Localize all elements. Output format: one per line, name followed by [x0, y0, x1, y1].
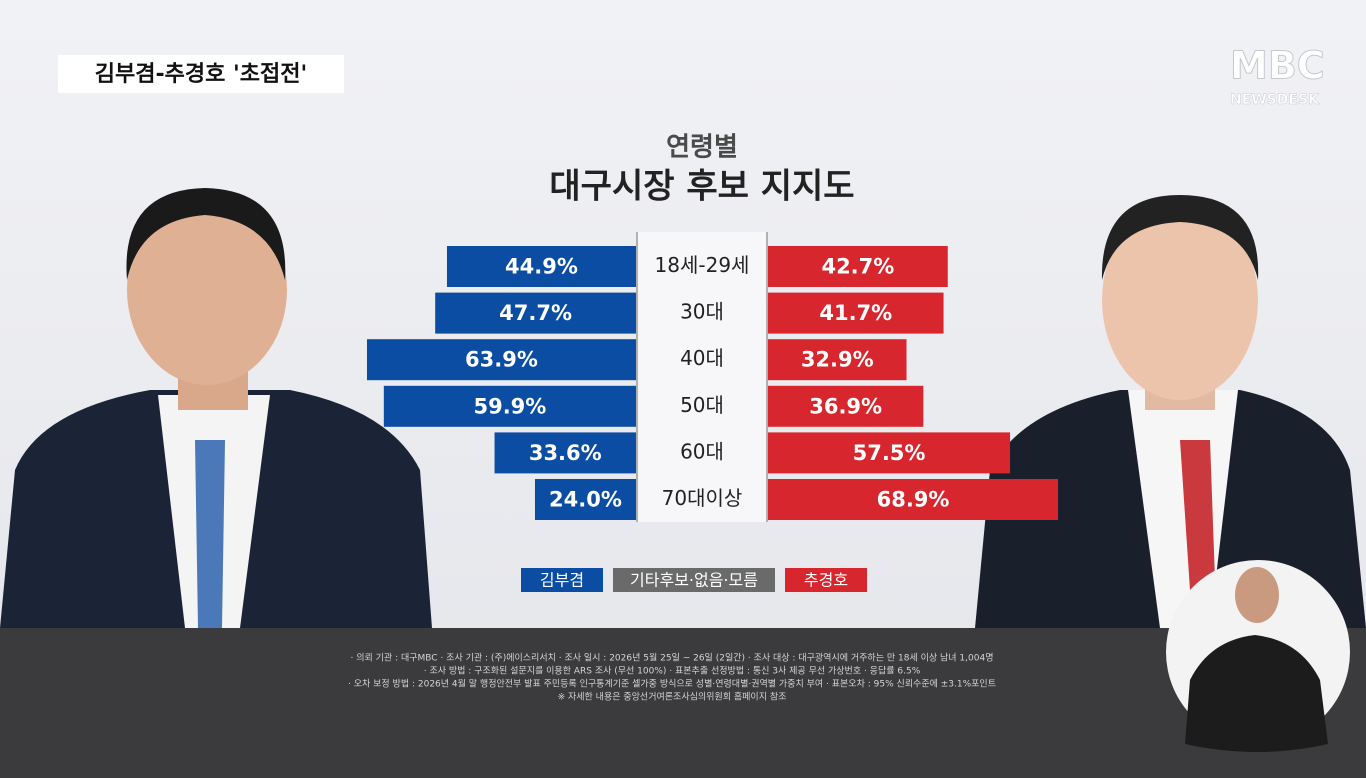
- value-label: 24.0%: [549, 488, 622, 512]
- value-label: 44.9%: [505, 255, 578, 279]
- bar: [435, 292, 636, 334]
- left-person-photo: [0, 188, 432, 628]
- bar: [768, 292, 944, 334]
- chart-subtitle: 대구시장 후보 지지도: [549, 167, 854, 207]
- legend-swatch: [613, 568, 775, 592]
- bar: [494, 432, 636, 474]
- category-label: 18세-29세: [655, 253, 750, 277]
- legend-label: 기타후보·없음·모름: [630, 571, 758, 590]
- category-column: [637, 232, 767, 522]
- bar: [768, 246, 948, 287]
- headline: 김부겸-추경호 '초접전': [95, 62, 307, 87]
- bar: [768, 432, 1011, 474]
- footnote-line: · 오차 보정 방법 : 2026년 4월 말 행정안전부 발표 주민등록 인구…: [348, 678, 996, 690]
- value-label: 33.6%: [529, 441, 602, 465]
- logo: MBC: [1230, 44, 1325, 88]
- bar: [768, 479, 1059, 520]
- footnote-line: ※ 자세한 내용은 중앙선거여론조사심의위원회 홈페이지 참조: [558, 691, 787, 703]
- footer-band: [0, 628, 1366, 778]
- legend-label: 추경호: [804, 571, 848, 590]
- category-label: 40대: [680, 346, 724, 370]
- value-label: 57.5%: [853, 441, 926, 465]
- value-label: 68.9%: [877, 488, 950, 512]
- legend-swatch: [785, 568, 867, 592]
- value-label: 41.7%: [819, 301, 892, 325]
- category-label: 30대: [680, 300, 724, 324]
- logo-sub: NEWSDESK: [1230, 92, 1320, 108]
- bar: [446, 246, 636, 287]
- bar: [768, 339, 907, 381]
- bar: [383, 385, 636, 427]
- legend-label: 김부겸: [540, 571, 584, 590]
- value-label: 36.9%: [809, 394, 882, 418]
- value-label: 59.9%: [473, 394, 546, 418]
- value-label: 63.9%: [465, 348, 538, 372]
- legend-swatch: [521, 568, 603, 592]
- sign-language-inset: [1166, 560, 1350, 752]
- category-label: 50대: [680, 393, 724, 417]
- value-label: 32.9%: [801, 348, 874, 372]
- bar: [366, 339, 636, 381]
- footnote-line: · 의뢰 기관 : 대구MBC · 조사 기관 : (주)에이스리서치 · 조사…: [351, 652, 994, 664]
- value-label: 42.7%: [821, 255, 894, 279]
- bar: [534, 479, 636, 520]
- chart-title: 연령별: [666, 133, 738, 163]
- bar: [768, 385, 924, 427]
- category-label: 70대이상: [662, 486, 743, 510]
- category-label: 60대: [680, 439, 724, 463]
- headline-box: [58, 55, 344, 93]
- value-label: 47.7%: [499, 301, 572, 325]
- footnote-line: · 조사 방법 : 구조화된 설문지를 이용한 ARS 조사 (무선 100%)…: [424, 665, 921, 677]
- footnotes: · 의뢰 기관 : 대구MBC · 조사 기관 : (주)에이스리서치 · 조사…: [348, 652, 996, 703]
